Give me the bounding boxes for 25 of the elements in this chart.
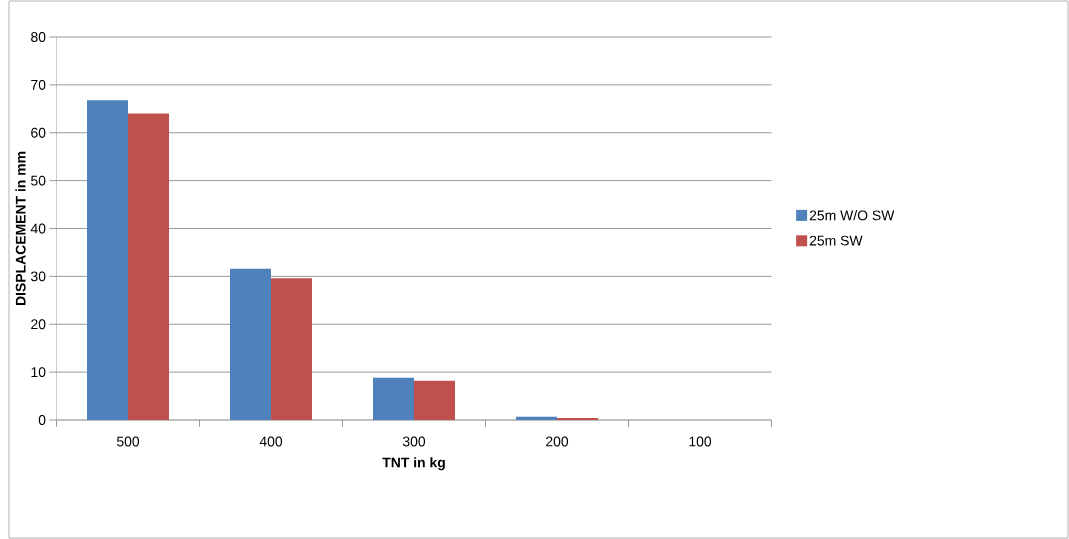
- x-tick-label: 200: [546, 436, 569, 447]
- y-tick-label: 50: [31, 175, 46, 186]
- y-tick-label: 30: [31, 271, 46, 282]
- y-tick-label: 20: [31, 319, 46, 330]
- legend-label: 25m SW: [809, 235, 863, 246]
- x-tick-label: 100: [689, 436, 712, 447]
- bar: [516, 416, 557, 420]
- y-tick-label: 80: [31, 32, 46, 42]
- bar: [414, 380, 455, 420]
- y-tick-label: 40: [30, 223, 46, 234]
- x-axis-title: TNT in kg: [382, 457, 445, 471]
- bar: [230, 268, 271, 420]
- bar: [271, 278, 312, 420]
- y-tick-label: 10: [31, 367, 46, 378]
- x-tick-label: 300: [402, 436, 426, 447]
- bar: [373, 377, 414, 420]
- bar: [128, 113, 169, 420]
- y-axis-title: DISPLACEMENT in mm: [15, 151, 26, 306]
- legend-label: 25m W/O SW: [809, 210, 895, 221]
- bar: [87, 100, 128, 420]
- x-tick-label: 500: [116, 436, 140, 447]
- y-tick-label: 70: [31, 79, 46, 90]
- y-tick-label: 0: [38, 415, 46, 425]
- y-tick-label: 60: [31, 127, 46, 138]
- x-tick-label: 400: [259, 436, 283, 447]
